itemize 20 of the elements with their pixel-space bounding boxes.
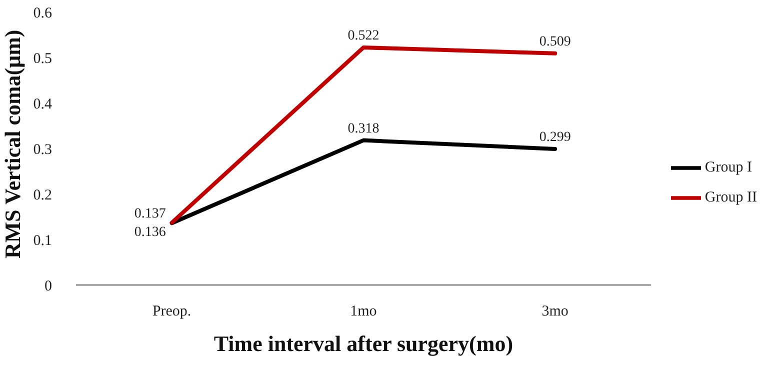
- x-tick-label: 1mo: [350, 304, 377, 320]
- x-axis-title: Time interval after surgery(mo): [214, 331, 514, 356]
- data-label: 0.522: [348, 28, 380, 44]
- data-label: 0.137: [134, 206, 166, 222]
- data-label: 0.136: [134, 225, 166, 240]
- x-tick-label: 3mo: [542, 304, 568, 320]
- legend-label: Group I: [704, 158, 752, 175]
- data-label: 0.299: [539, 130, 571, 145]
- data-label: 0.318: [348, 121, 380, 136]
- x-tick-label: Preop.: [152, 304, 192, 320]
- y-tick-label: 0.4: [33, 96, 52, 112]
- y-tick-label: 0.5: [33, 50, 52, 67]
- legend-label: Group II: [704, 188, 757, 205]
- y-tick-label: 0.1: [33, 232, 52, 249]
- y-tick-label: 0: [44, 278, 52, 294]
- y-tick-label: 0.2: [33, 187, 52, 204]
- y-axis-title: RMS Vertical coma(μm): [0, 30, 25, 258]
- y-tick-label: 0.3: [33, 142, 52, 158]
- y-tick-label: 0.6: [33, 5, 52, 22]
- data-label: 0.509: [539, 34, 571, 50]
